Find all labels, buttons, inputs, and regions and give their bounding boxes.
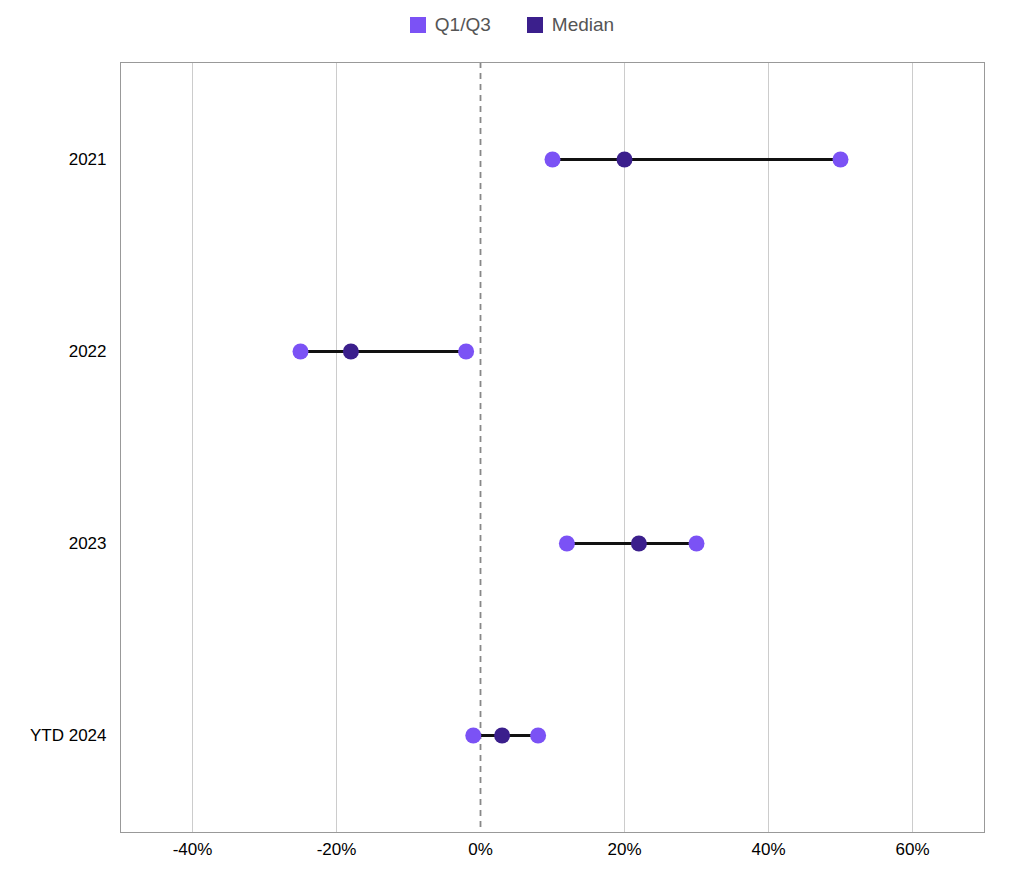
svg-text:60%: 60% bbox=[895, 840, 929, 859]
svg-text:20%: 20% bbox=[607, 840, 641, 859]
svg-text:40%: 40% bbox=[751, 840, 785, 859]
svg-text:2022: 2022 bbox=[69, 342, 107, 361]
svg-text:YTD 2024: YTD 2024 bbox=[30, 726, 107, 745]
svg-text:-20%: -20% bbox=[317, 840, 357, 859]
svg-text:2021: 2021 bbox=[69, 150, 107, 169]
svg-text:-40%: -40% bbox=[173, 840, 213, 859]
html-text:Q1/Q3: Q1/Q3 bbox=[434, 14, 491, 35]
svg-text:2023: 2023 bbox=[69, 534, 107, 553]
html-text:Median: Median bbox=[551, 14, 615, 35]
svg-text:0%: 0% bbox=[468, 840, 493, 859]
